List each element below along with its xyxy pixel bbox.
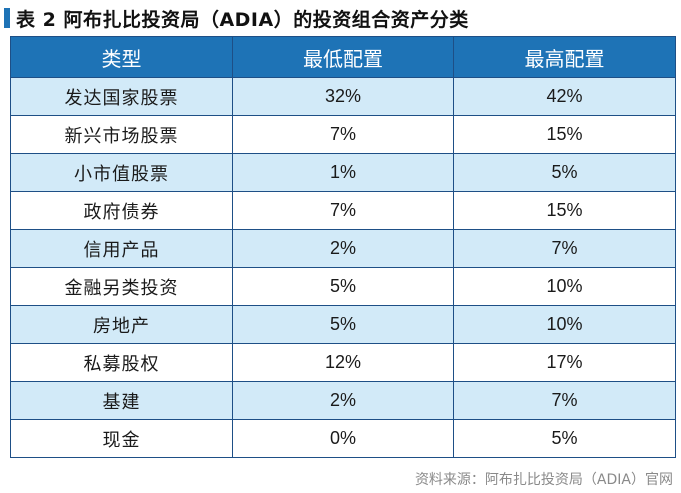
asset-class-cell: 政府债券: [10, 191, 233, 230]
min-allocation-cell: 1%: [232, 153, 454, 192]
max-allocation-cell: 10%: [453, 305, 676, 344]
max-allocation-cell: 42%: [453, 77, 676, 116]
asset-class-cell: 基建: [10, 381, 233, 420]
table-row: 信用产品 2% 7%: [10, 229, 676, 268]
max-allocation-cell: 10%: [453, 267, 676, 306]
min-allocation-cell: 5%: [232, 305, 454, 344]
column-header-type: 类型: [10, 36, 233, 78]
asset-class-cell: 金融另类投资: [10, 267, 233, 306]
table-row: 房地产 5% 10%: [10, 305, 676, 344]
min-allocation-cell: 32%: [232, 77, 454, 116]
table-row: 小市值股票 1% 5%: [10, 153, 676, 192]
min-allocation-cell: 2%: [232, 381, 454, 420]
asset-allocation-table: 类型 最低配置 最高配置 发达国家股票 32% 42% 新兴市场股票 7% 15…: [10, 36, 676, 458]
caption-marker: [4, 8, 10, 28]
max-allocation-cell: 5%: [453, 419, 676, 458]
min-allocation-cell: 12%: [232, 343, 454, 382]
table-row: 政府债券 7% 15%: [10, 191, 676, 230]
min-allocation-cell: 5%: [232, 267, 454, 306]
asset-class-cell: 新兴市场股票: [10, 115, 233, 154]
asset-class-cell: 房地产: [10, 305, 233, 344]
asset-class-cell: 小市值股票: [10, 153, 233, 192]
column-header-max-allocation: 最高配置: [453, 36, 676, 78]
asset-class-cell: 私募股权: [10, 343, 233, 382]
table-header-row: 类型 最低配置 最高配置: [10, 36, 676, 78]
asset-class-cell: 信用产品: [10, 229, 233, 268]
asset-class-cell: 发达国家股票: [10, 77, 233, 116]
table-caption: 表 2 阿布扎比投资局（ADIA）的投资组合资产分类: [4, 4, 469, 32]
min-allocation-cell: 7%: [232, 191, 454, 230]
table-row: 现金 0% 5%: [10, 419, 676, 458]
max-allocation-cell: 7%: [453, 229, 676, 268]
max-allocation-cell: 5%: [453, 153, 676, 192]
table-row: 发达国家股票 32% 42%: [10, 77, 676, 116]
column-header-min-allocation: 最低配置: [232, 36, 454, 78]
table-row: 私募股权 12% 17%: [10, 343, 676, 382]
min-allocation-cell: 0%: [232, 419, 454, 458]
asset-class-cell: 现金: [10, 419, 233, 458]
min-allocation-cell: 2%: [232, 229, 454, 268]
max-allocation-cell: 7%: [453, 381, 676, 420]
table-row: 金融另类投资 5% 10%: [10, 267, 676, 306]
max-allocation-cell: 17%: [453, 343, 676, 382]
max-allocation-cell: 15%: [453, 191, 676, 230]
table-row: 基建 2% 7%: [10, 381, 676, 420]
source-note: 资料来源：阿布扎比投资局（ADIA）官网: [414, 472, 673, 488]
min-allocation-cell: 7%: [232, 115, 454, 154]
max-allocation-cell: 15%: [453, 115, 676, 154]
table-title: 表 2 阿布扎比投资局（ADIA）的投资组合资产分类: [16, 8, 469, 31]
table-row: 新兴市场股票 7% 15%: [10, 115, 676, 154]
